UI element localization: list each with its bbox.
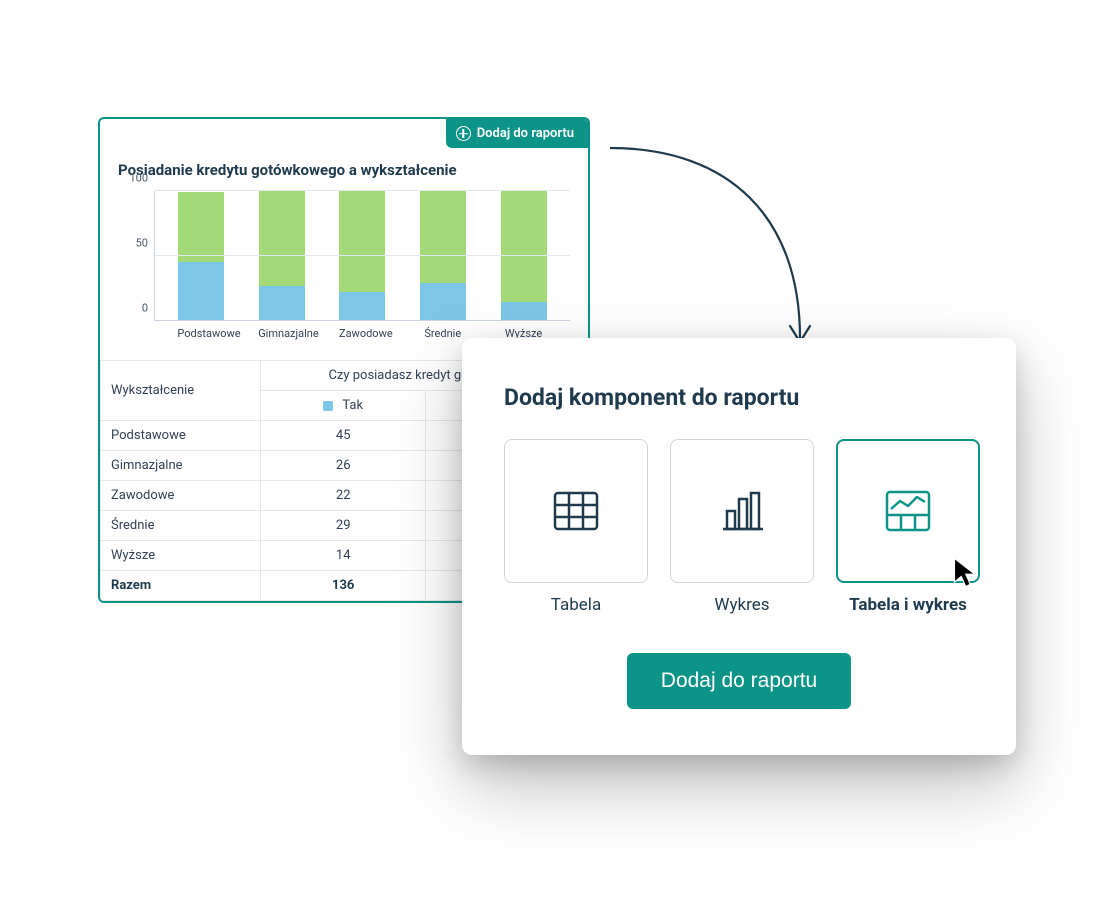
x-axis-label: Gimnazjalne <box>258 327 304 340</box>
x-axis-label: Podstawowe <box>177 327 223 340</box>
y-axis-tick: 50 <box>136 237 148 250</box>
cell-yes: 26 <box>261 451 426 481</box>
row-label: Średnie <box>101 511 261 541</box>
total-yes: 136 <box>261 571 426 601</box>
option-chart[interactable]: Wykres <box>670 439 814 615</box>
y-axis-tick: 100 <box>129 172 148 185</box>
option-label: Tabela i wykres <box>836 595 980 615</box>
total-label: Razem <box>101 571 261 601</box>
bar <box>501 191 547 320</box>
x-axis-label: Średnie <box>420 327 466 340</box>
stacked-bar-chart: 050100 PodstawoweGimnazjalneZawodoweŚred… <box>100 187 588 346</box>
row-header-cell: Wykształcenie <box>101 361 261 421</box>
option-table[interactable]: Tabela <box>504 439 648 615</box>
row-label: Zawodowe <box>101 481 261 511</box>
bar <box>259 191 305 320</box>
cell-yes: 45 <box>261 421 426 451</box>
y-axis-tick: 0 <box>142 302 148 315</box>
both-icon <box>836 439 980 583</box>
add-component-modal: Dodaj komponent do raportu Tabela Wykres T… <box>462 338 1016 755</box>
option-both[interactable]: Tabela i wykres <box>836 439 980 615</box>
row-label: Podstawowe <box>101 421 261 451</box>
cell-yes: 14 <box>261 541 426 571</box>
legend-dot-yes <box>323 401 333 411</box>
bar <box>420 191 466 320</box>
modal-title: Dodaj komponent do raportu <box>504 384 974 411</box>
bar <box>339 191 385 320</box>
chart-icon <box>670 439 814 583</box>
add-to-report-label: Dodaj do raportu <box>477 126 574 141</box>
row-label: Gimnazjalne <box>101 451 261 481</box>
cell-yes: 22 <box>261 481 426 511</box>
option-label: Tabela <box>504 595 648 615</box>
table-icon <box>504 439 648 583</box>
add-to-report-button[interactable]: Dodaj do raportu <box>627 653 851 709</box>
add-to-report-button-small[interactable]: Dodaj do raportu <box>446 119 588 148</box>
bar <box>178 191 224 320</box>
col-yes-header: Tak <box>261 391 426 421</box>
x-axis-label: Zawodowe <box>339 327 385 340</box>
option-label: Wykres <box>670 595 814 615</box>
row-label: Wyższe <box>101 541 261 571</box>
cell-yes: 29 <box>261 511 426 541</box>
plus-circle-icon <box>456 126 471 141</box>
